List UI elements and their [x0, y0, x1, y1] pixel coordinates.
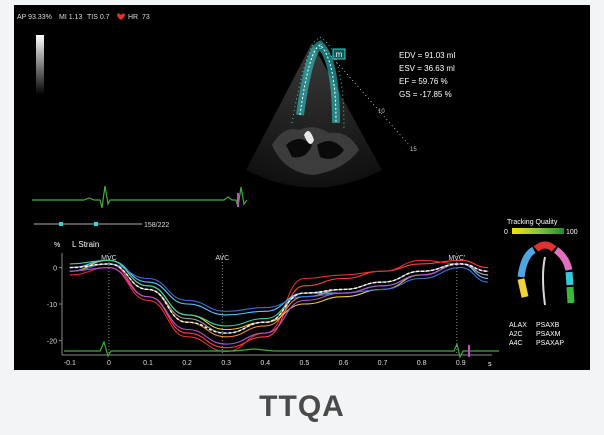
edv-measurement: EDV = 91.03 ml [399, 51, 455, 60]
view-psaxm: PSAXM [536, 331, 561, 338]
segment-model [517, 241, 575, 306]
depth-mark-15: 15 [410, 147, 417, 153]
chart-y-unit: % [54, 242, 60, 249]
x-tick-label: 0.7 [378, 360, 388, 367]
heart-icon [117, 13, 125, 20]
gs-measurement: GS = -17.85 % [399, 90, 452, 99]
view-a4c: A4C [509, 340, 523, 347]
ef-measurement: EF = 59.76 % [399, 77, 448, 86]
tis-readout: TIS 0.7 [87, 14, 110, 21]
y-tick-label: -10 [47, 302, 57, 309]
strain-series-9 [69, 263, 489, 345]
x-tick-label: 0.2 [182, 360, 192, 367]
right-atrium [317, 141, 344, 159]
caption: TTQA [259, 390, 345, 423]
status-bar: AP 93.33% MI 1.13 TIS 0.7 HR 73 [17, 13, 150, 21]
chart-x-unit: s [488, 361, 492, 368]
x-tick-label: 0.9 [456, 360, 466, 367]
strain-series-6 [69, 263, 489, 312]
mi-readout: MI 1.13 [59, 14, 82, 21]
scrubber-start-handle[interactable] [59, 222, 63, 226]
left-atrium [286, 139, 312, 158]
x-tick-label: 0.3 [221, 360, 231, 367]
frame-cursor[interactable] [237, 193, 239, 207]
view-psaxap: PSAXAP [536, 340, 564, 347]
hr-label: HR [128, 14, 138, 21]
esv-measurement: ESV = 36.63 ml [399, 64, 455, 73]
x-tick-label: 0.6 [339, 360, 349, 367]
depth-mark-10: 10 [378, 109, 385, 115]
tracking-quality-widget: Tracking Quality 0 100 ALAX A2C A4C PSAX… [504, 219, 578, 347]
view-a2c: A2C [509, 331, 523, 338]
strain-series-2 [69, 259, 489, 352]
y-tick-label: 0 [53, 266, 57, 273]
event-label: MVC' [448, 255, 465, 262]
tracking-quality-min: 0 [504, 229, 508, 236]
x-tick-label: 0 [107, 360, 111, 367]
event-label: AVC [215, 255, 229, 262]
scrubber-end-handle[interactable] [94, 222, 98, 226]
frame-counter: 158/222 [144, 222, 169, 229]
x-tick-label: -0.1 [64, 360, 76, 367]
heart-tissue [272, 127, 359, 175]
x-tick-label: 0.5 [299, 360, 309, 367]
echo-screen: AP 93.33% MI 1.13 TIS 0.7 HR 73 m 5 10 1… [14, 5, 590, 370]
ap-readout: AP 93.33% [17, 14, 52, 21]
y-tick-label: -20 [47, 338, 57, 345]
ultrasound-image: m 5 10 15 [246, 36, 417, 188]
measurement-panel: EDV = 91.03 ml ESV = 36.63 ml EF = 59.76… [399, 51, 455, 99]
x-tick-label: 0.8 [417, 360, 427, 367]
roi-tag [332, 48, 346, 60]
view-psaxb: PSAXB [536, 322, 560, 329]
event-label: MVC [101, 255, 117, 262]
depth-mark-5: 5 [319, 45, 323, 51]
playback-cursor[interactable] [468, 345, 470, 357]
valve-echo [304, 131, 314, 144]
x-tick-label: 0.1 [143, 360, 153, 367]
ecg-trace-lower [64, 340, 499, 359]
roi-tag-label: m [336, 50, 343, 59]
strain-series-10 [69, 263, 489, 334]
tracking-quality-bar [512, 228, 564, 234]
grayscale-bar [36, 35, 44, 95]
tracking-quality-max: 100 [566, 229, 578, 236]
view-alax: ALAX [509, 322, 527, 329]
tracking-quality-label: Tracking Quality [507, 219, 558, 226]
x-tick-label: 0.4 [260, 360, 270, 367]
hr-value: 73 [142, 14, 150, 21]
chart-title: L Strain [72, 240, 99, 249]
tracking-endocardium [299, 44, 337, 124]
ecg-trace-upper [32, 185, 248, 209]
strain-chart: % L Strain s -0.1 0 0.1 0.2 0.3 0.4 0.5 0.6 0.7 0… [47, 240, 492, 368]
